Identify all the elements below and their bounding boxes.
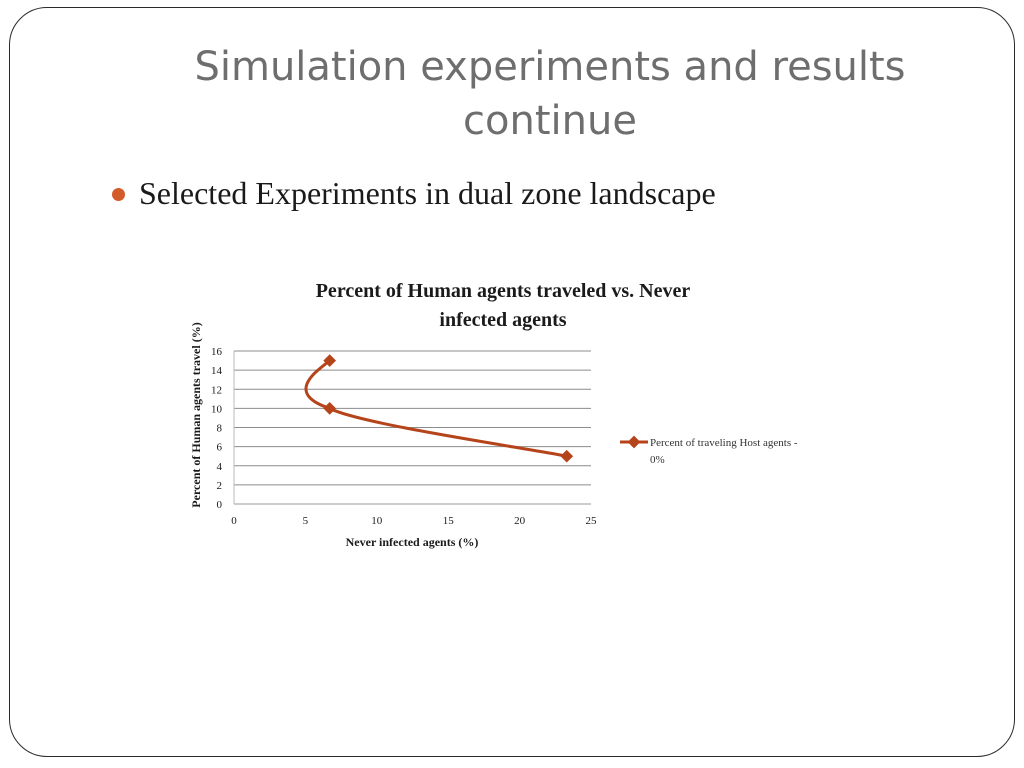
data-point-marker (323, 354, 337, 367)
slide-title: Simulation experiments and results conti… (150, 40, 950, 148)
legend-label-line-2: 0% (650, 454, 665, 466)
legend-diamond-marker (627, 435, 641, 449)
y-tick-labels: 0 2 4 6 8 10 12 14 16 (211, 346, 223, 511)
x-tick-label: 25 (586, 515, 598, 527)
y-tick-label: 12 (211, 384, 222, 396)
y-tick-label: 10 (211, 403, 223, 415)
y-axis-label: Percent of Human agents travel (%) (189, 322, 203, 507)
y-tick-label: 2 (217, 480, 223, 492)
x-tick-label: 20 (514, 515, 526, 527)
y-tick-label: 8 (217, 423, 223, 435)
x-tick-label: 5 (303, 515, 309, 527)
slide-frame: Simulation experiments and results conti… (9, 7, 1015, 757)
x-axis-label: Never infected agents (%) (346, 535, 479, 549)
y-tick-label: 0 (217, 499, 223, 511)
chart-title-line-2: infected agents (439, 309, 566, 331)
x-tick-label: 10 (371, 515, 383, 527)
legend: Percent of traveling Host agents - 0% (620, 435, 798, 466)
x-tick-label: 15 (443, 515, 455, 527)
data-point-marker (323, 402, 337, 415)
legend-label-line-1: Percent of traveling Host agents - (650, 437, 798, 449)
chart: Percent of Human agents traveled vs. Nev… (189, 280, 798, 549)
chart-title-line-1: Percent of Human agents traveled vs. Nev… (316, 280, 691, 302)
y-tick-label: 14 (211, 365, 223, 377)
x-tick-labels: 0 5 10 15 20 25 (231, 515, 597, 527)
bullet-dot-icon (112, 188, 125, 201)
bullet-text: Selected Experiments in dual zone landsc… (139, 174, 716, 211)
slide-title-line-1: Simulation experiments and results (194, 44, 906, 90)
data-point-marker (560, 449, 574, 463)
y-tick-label: 4 (217, 461, 223, 473)
slide-title-line-2: continue (463, 98, 637, 144)
series-line (304, 359, 568, 458)
bullet-item: Selected Experiments in dual zone landsc… (112, 171, 716, 215)
gridlines (234, 350, 591, 505)
x-tick-label: 0 (231, 515, 237, 527)
y-tick-label: 6 (217, 442, 223, 454)
y-tick-label: 16 (211, 346, 223, 358)
plot-area: 0 2 4 6 8 10 12 14 16 0 5 10 15 20 25 (211, 346, 597, 527)
